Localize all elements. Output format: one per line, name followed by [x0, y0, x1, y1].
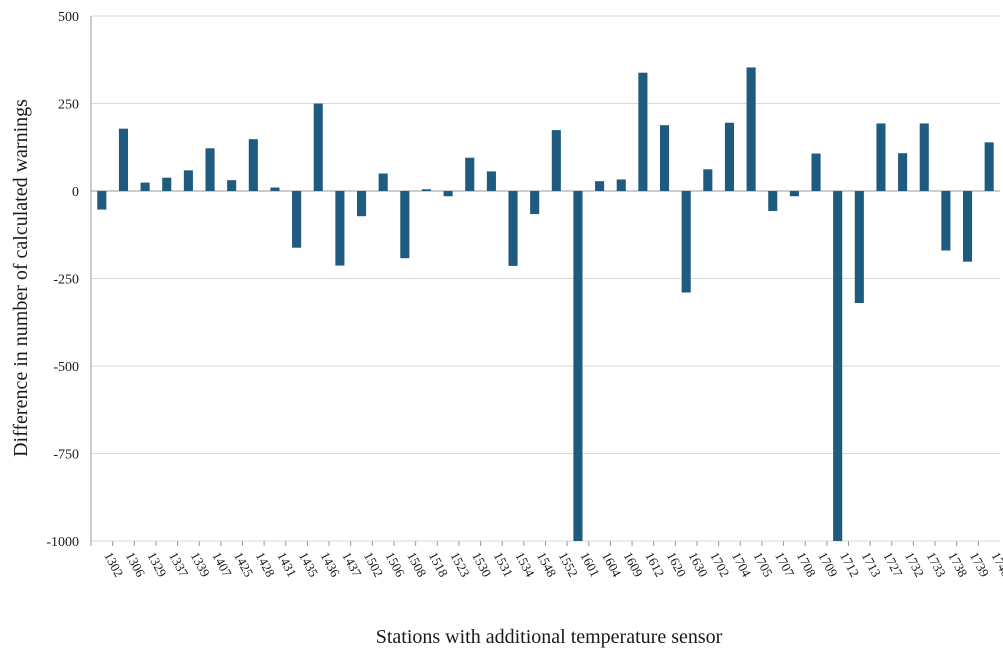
bar [508, 191, 518, 266]
x-tick-label: 1609 [621, 549, 646, 579]
x-tick-label: 1705 [750, 549, 775, 579]
bar [118, 128, 129, 191]
x-tick-label: 1523 [447, 549, 472, 579]
bar [768, 191, 778, 211]
x-tick-label: 1709 [815, 549, 840, 579]
y-tick-labels: 500 250 0 -250 -500 -750 -1000 [46, 10, 79, 550]
bar [616, 179, 626, 191]
bar [140, 182, 150, 191]
x-tick-label: 1431 [274, 549, 299, 579]
x-tick-label: 1620 [664, 549, 689, 579]
x-tick-label: 1502 [361, 549, 386, 579]
x-tick-label: 1604 [599, 549, 625, 579]
bar [292, 191, 302, 248]
x-axis-title: Stations with additional temperature sen… [376, 626, 723, 648]
y-tick-label: 250 [58, 98, 79, 113]
x-tick-label: 1552 [556, 549, 581, 579]
bar [746, 67, 756, 191]
bar [724, 122, 735, 191]
bar [486, 171, 496, 191]
x-tick-label: 1531 [491, 549, 516, 579]
bar [356, 191, 367, 217]
x-tick-label: 1437 [339, 549, 365, 579]
x-tick-label: 1702 [707, 549, 732, 579]
bar [162, 177, 172, 191]
x-tick-label: 1704 [729, 549, 755, 579]
bar [898, 153, 908, 191]
bar [595, 181, 605, 191]
bar [227, 180, 237, 191]
x-tick-label: 1708 [794, 549, 819, 579]
bar [551, 130, 561, 191]
bar [919, 123, 929, 191]
x-tick-label: 1739 [967, 549, 992, 579]
bar [378, 173, 388, 191]
x-tick-label: 1707 [772, 549, 798, 579]
bar [443, 191, 453, 197]
x-tick-label: 1612 [642, 549, 667, 579]
y-tick-label: 0 [72, 185, 79, 200]
x-tick-label: 1436 [318, 549, 344, 579]
bar [659, 125, 670, 191]
y-tick-label: 500 [58, 10, 79, 25]
bar [270, 187, 280, 191]
bar [573, 191, 583, 541]
x-tick-labels: 1302130613291337133914071425142814311435… [101, 549, 1003, 579]
x-tick-label: 1506 [383, 549, 409, 579]
bar [962, 191, 973, 262]
bar [97, 191, 107, 210]
y-tick-label: -500 [53, 360, 79, 375]
x-tick-label: 1425 [231, 549, 256, 579]
bar [876, 123, 886, 191]
x-tick-label: 1740 [989, 549, 1003, 579]
axes [90, 16, 979, 546]
bar [811, 153, 821, 191]
y-tick-label: -1000 [46, 535, 79, 550]
bar [833, 191, 843, 541]
bar [335, 191, 345, 266]
x-tick-label: 1530 [469, 549, 494, 579]
x-tick-label: 1548 [534, 549, 559, 579]
x-tick-label: 1407 [209, 549, 235, 579]
bar [984, 142, 994, 191]
x-tick-label: 1733 [924, 549, 949, 579]
bar [400, 191, 410, 259]
x-tick-label: 1534 [512, 549, 538, 579]
x-tick-label: 1630 [686, 549, 711, 579]
x-tick-label: 1727 [880, 549, 906, 579]
bar [465, 157, 475, 191]
bar [421, 189, 432, 191]
bar [183, 170, 193, 191]
bar [681, 191, 691, 293]
bar [941, 191, 951, 251]
x-tick-label: 1339 [188, 549, 213, 579]
y-tick-label: -750 [53, 448, 79, 463]
x-tick-label: 1601 [577, 549, 602, 579]
x-tick-label: 1428 [253, 549, 278, 579]
bar [530, 191, 540, 215]
bar [638, 72, 648, 191]
bar [789, 191, 799, 197]
bars [97, 67, 994, 541]
x-tick-label: 1518 [426, 549, 451, 579]
x-tick-label: 1329 [144, 549, 169, 579]
bar [854, 191, 864, 303]
x-tick-label: 1508 [404, 549, 429, 579]
bar [205, 148, 215, 191]
y-tick-label: -250 [53, 273, 79, 288]
x-tick-label: 1302 [101, 549, 126, 579]
bar [703, 169, 713, 191]
x-tick-label: 1713 [859, 549, 884, 579]
x-tick-label: 1738 [945, 549, 970, 579]
x-tick-label: 1732 [902, 549, 927, 579]
x-tick-label: 1337 [166, 549, 192, 579]
y-axis-title: Difference in number of calculated warni… [10, 99, 32, 457]
bar [313, 103, 323, 191]
x-tick-label: 1435 [296, 549, 321, 579]
x-tick-label: 1306 [123, 549, 149, 579]
x-tick-label: 1712 [837, 549, 862, 579]
bar [248, 139, 258, 191]
